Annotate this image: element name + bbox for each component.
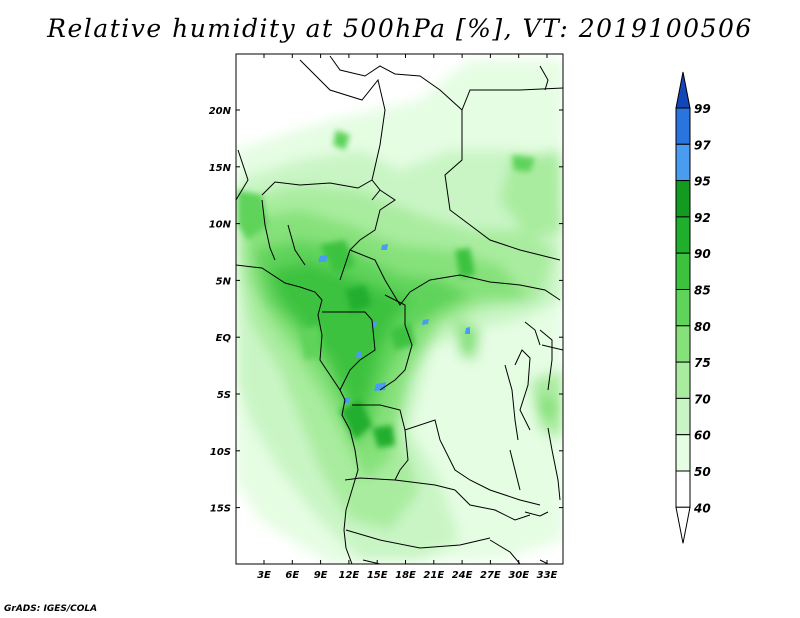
colorbar-swatch <box>675 107 691 145</box>
humidity-peaks <box>318 244 470 404</box>
colorbar-swatch <box>675 143 691 182</box>
lat-label: 5S <box>217 390 231 401</box>
colorbar-swatch <box>675 289 691 327</box>
colorbar-label: 92 <box>694 211 711 225</box>
colorbar-swatch <box>675 216 691 254</box>
lat-label: 15S <box>210 504 231 515</box>
map-title: Relative humidity at 500hPa [%], VT: 201… <box>47 14 753 43</box>
colorbar-label: 99 <box>694 102 711 116</box>
lat-label: 5N <box>216 276 232 287</box>
colorbar-label: 85 <box>694 284 711 298</box>
colorbar-swatch <box>675 71 691 109</box>
colorbar-swatch <box>675 506 691 544</box>
colorbar-swatch <box>675 252 691 290</box>
lat-label: 10N <box>209 220 232 231</box>
lon-label: 33E <box>537 570 558 581</box>
colorbar-label: 95 <box>694 175 711 189</box>
lon-label: 21E <box>423 570 444 581</box>
lon-label: 6E <box>285 570 299 581</box>
humidity-shading-detail <box>237 130 535 448</box>
lon-label: 9E <box>314 570 328 581</box>
lon-axis: 3E 6E 9E 12E 15E 18E 21E 24E 27E 30E 33E <box>257 570 557 581</box>
colorbar-label: 40 <box>693 501 711 515</box>
colorbar-label: 50 <box>694 465 711 479</box>
colorbar-swatch <box>675 470 691 508</box>
colorbar-swatch <box>675 325 691 363</box>
colorbar-label: 97 <box>694 138 711 152</box>
lat-label: 20N <box>209 106 232 117</box>
lat-label: EQ <box>216 333 232 344</box>
colorbar-swatch <box>675 361 691 399</box>
humidity-field <box>236 54 563 564</box>
lon-label: 15E <box>367 570 388 581</box>
colorbar-label: 70 <box>694 392 711 406</box>
lon-label: 18E <box>395 570 416 581</box>
colorbar-label: 60 <box>694 429 711 443</box>
colorbar: 99 97 95 92 90 85 80 75 70 60 50 40 <box>675 71 711 544</box>
humidity-shading-broad <box>236 60 563 564</box>
map-frame <box>235 53 564 565</box>
colorbar-label: 90 <box>694 247 711 261</box>
credit-label: GrADS: IGES/COLA <box>4 604 98 614</box>
colorbar-swatch <box>675 180 691 218</box>
lat-axis: 20N 15N 10N 5N EQ 5S 10S 15S <box>209 106 232 515</box>
axis-ticks <box>236 54 563 564</box>
colorbar-label: 75 <box>694 356 711 370</box>
lon-label: 12E <box>339 570 360 581</box>
lat-label: 10S <box>210 447 231 458</box>
lat-label: 15N <box>209 163 232 174</box>
lon-label: 24E <box>452 570 473 581</box>
lon-label: 3E <box>257 570 271 581</box>
lon-label: 30E <box>508 570 529 581</box>
colorbar-label: 80 <box>694 320 711 334</box>
lon-label: 27E <box>480 570 501 581</box>
colorbar-swatch <box>675 434 691 472</box>
colorbar-swatch <box>675 397 691 436</box>
country-borders <box>236 55 563 564</box>
